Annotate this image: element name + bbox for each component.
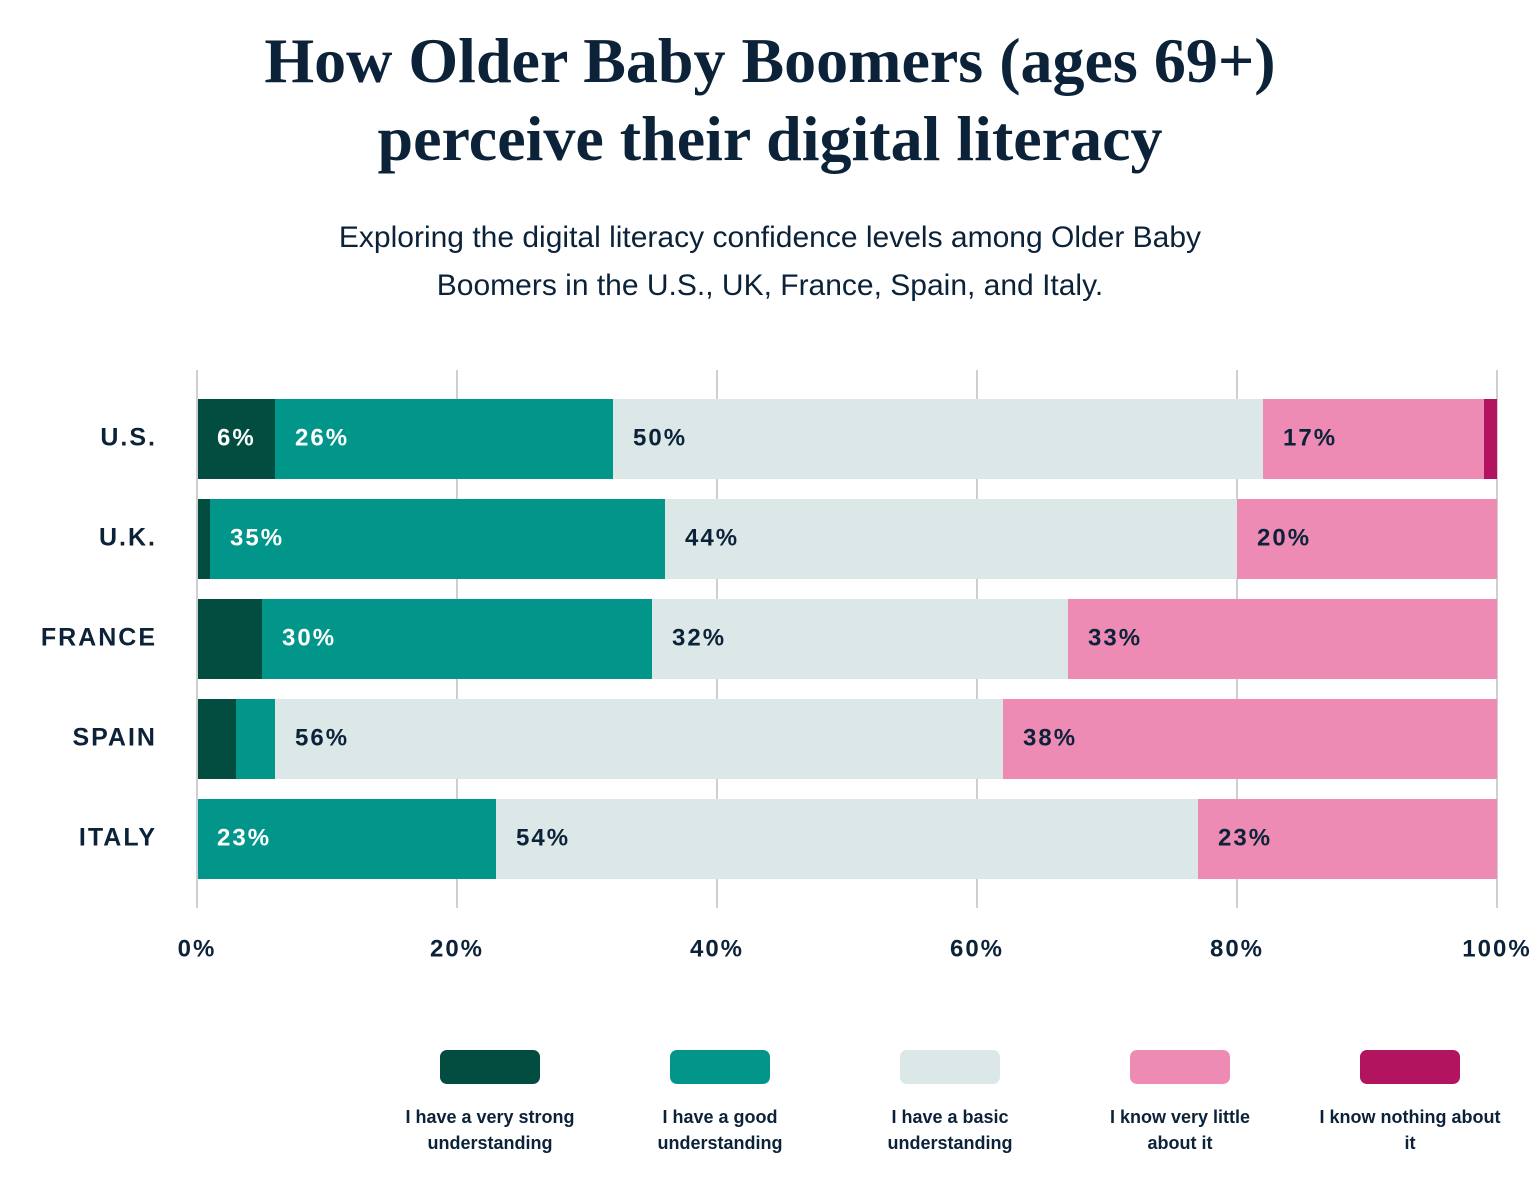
bar-segment [1484, 399, 1497, 479]
bar-segment [197, 599, 262, 679]
x-tick-label: 60% [950, 935, 1004, 962]
bar-segment [236, 699, 275, 779]
category-label: U.S. [100, 424, 157, 452]
bar-segment [275, 399, 613, 479]
legend-swatch [670, 1050, 770, 1084]
legend-item: I have a very strong understanding [380, 1050, 600, 1156]
bar-segment [496, 799, 1198, 879]
value-label: 32% [672, 624, 726, 651]
legend-item: I know nothing about it [1300, 1050, 1520, 1156]
legend-item: I have a basic understanding [840, 1050, 1060, 1156]
value-label: 26% [295, 424, 349, 451]
legend-label: I know very little about it [1109, 1107, 1251, 1153]
bar-segment [1198, 799, 1497, 879]
value-label: 6% [217, 424, 256, 451]
x-tick-label: 20% [430, 935, 484, 962]
value-label: 35% [230, 524, 284, 551]
value-label: 33% [1088, 624, 1142, 651]
x-tick-label: 100% [1462, 935, 1531, 962]
value-label: 38% [1023, 724, 1077, 751]
bar-segment [197, 499, 210, 579]
subtitle-line: Boomers in the U.S., UK, France, Spain, … [436, 269, 1104, 302]
value-label: 20% [1257, 524, 1311, 551]
bar-segment [1068, 599, 1497, 679]
legend-item: I have a good understanding [610, 1050, 830, 1156]
bar-segment [1003, 699, 1497, 779]
value-label: 54% [516, 824, 570, 851]
x-tick-label: 80% [1210, 935, 1264, 962]
legend-swatch [1360, 1050, 1460, 1084]
category-label: SPAIN [72, 724, 157, 752]
bar-segment [613, 399, 1263, 479]
category-label: U.K. [99, 524, 157, 552]
legend-label: I know nothing about it [1319, 1107, 1501, 1153]
legend-label: I have a good understanding [657, 1107, 783, 1153]
value-label: 30% [282, 624, 336, 651]
legend-label: I have a very strong understanding [405, 1107, 575, 1153]
subtitle-line: Exploring the digital literacy confidenc… [338, 221, 1202, 254]
bar-segment [665, 499, 1237, 579]
bar-segment [275, 699, 1003, 779]
chart-subtitle: Exploring the digital literacy confidenc… [0, 214, 1540, 310]
bar-segment [210, 499, 665, 579]
value-label: 23% [1218, 824, 1272, 851]
bar-segment [1263, 399, 1484, 479]
bar-segment [652, 599, 1068, 679]
x-tick-label: 40% [690, 935, 744, 962]
bar-segment [197, 399, 275, 479]
bar-segment [197, 699, 236, 779]
bar-segment [1237, 499, 1497, 579]
title-line: How Older Baby Boomers (ages 69+) [264, 25, 1276, 96]
legend-swatch [440, 1050, 540, 1084]
value-label: 50% [633, 424, 687, 451]
value-label: 44% [685, 524, 739, 551]
value-label: 17% [1283, 424, 1337, 451]
legend-item: I know very little about it [1070, 1050, 1290, 1156]
chart: 0% 20% 40% 60% 80% 100% U.S. 6% 26% 50% 17% U.K. 35%… [41, 370, 1531, 962]
x-tick-label: 0% [178, 935, 217, 962]
legend-label: I have a basic understanding [887, 1107, 1013, 1153]
chart-title: How Older Baby Boomers (ages 69+) percei… [0, 22, 1540, 178]
value-label: 56% [295, 724, 349, 751]
value-label: 23% [217, 824, 271, 851]
bar-segment [197, 799, 496, 879]
legend-swatch [900, 1050, 1000, 1084]
category-label: ITALY [79, 824, 157, 852]
bar-segment [262, 599, 652, 679]
title-line: perceive their digital literacy [377, 103, 1163, 174]
category-label: FRANCE [41, 624, 157, 652]
legend-swatch [1130, 1050, 1230, 1084]
